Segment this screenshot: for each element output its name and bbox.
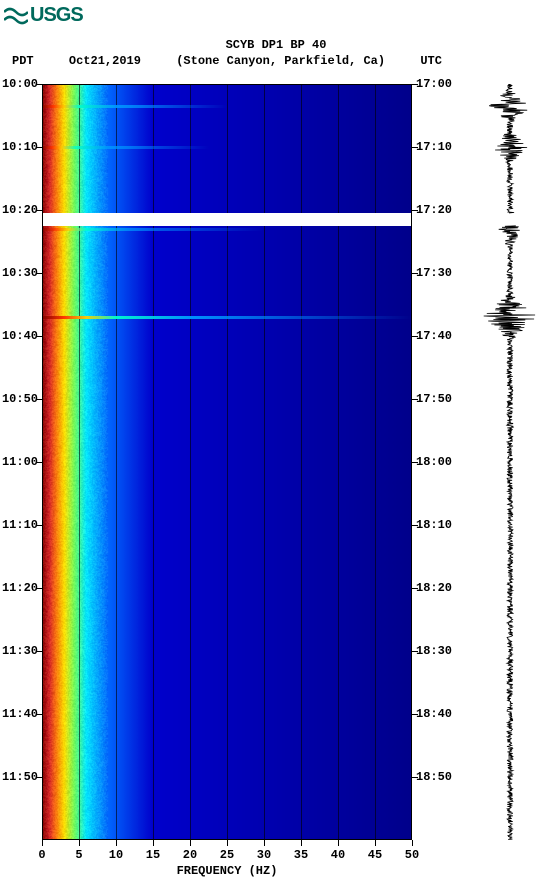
x-tick-label: 5 (75, 848, 82, 862)
y-right-label: 18:50 (416, 770, 452, 784)
y-right-label: 18:30 (416, 644, 452, 658)
data-gap (42, 213, 412, 226)
y-right-label: 18:20 (416, 581, 452, 595)
tz-left-label: PDT (12, 54, 34, 68)
x-tick-label: 0 (38, 848, 45, 862)
grid-line (338, 84, 339, 840)
x-tick-label: 50 (405, 848, 419, 862)
grid-line (227, 84, 228, 840)
y-left-label: 10:20 (2, 203, 38, 217)
y-left-label: 10:00 (2, 77, 38, 91)
usgs-logo: USGS (4, 4, 83, 27)
x-tick-label: 40 (331, 848, 345, 862)
date-label: Oct21,2019 (69, 54, 141, 68)
event-streak (42, 228, 264, 231)
y-right-label: 17:30 (416, 266, 452, 280)
y-right-label: 18:10 (416, 518, 452, 532)
y-left-label: 11:40 (2, 707, 38, 721)
location-label: (Stone Canyon, Parkfield, Ca) (176, 54, 385, 68)
tz-right-label: UTC (420, 54, 442, 68)
grid-line (264, 84, 265, 840)
y-left-label: 11:00 (2, 455, 38, 469)
grid-line (116, 84, 117, 840)
x-tick-label: 35 (294, 848, 308, 862)
y-left-label: 11:10 (2, 518, 38, 532)
y-left-label: 10:40 (2, 329, 38, 343)
y-right-label: 18:00 (416, 455, 452, 469)
event-streak (42, 316, 412, 319)
y-left-label: 11:50 (2, 770, 38, 784)
grid-line (153, 84, 154, 840)
grid-line (375, 84, 376, 840)
x-tick-label: 15 (146, 848, 160, 862)
grid-line (190, 84, 191, 840)
grid-line (301, 84, 302, 840)
event-streak (42, 105, 227, 108)
x-axis-title: FREQUENCY (HZ) (42, 864, 412, 878)
x-tick-label: 20 (183, 848, 197, 862)
y-left-label: 11:20 (2, 581, 38, 595)
wave-icon (4, 6, 28, 26)
x-tick-label: 25 (220, 848, 234, 862)
y-right-label: 18:40 (416, 707, 452, 721)
y-right-label: 17:20 (416, 203, 452, 217)
x-tick-label: 45 (368, 848, 382, 862)
y-left-label: 10:50 (2, 392, 38, 406)
grid-line (79, 84, 80, 840)
logo-text: USGS (30, 4, 83, 27)
y-left-label: 10:10 (2, 140, 38, 154)
y-left-label: 10:30 (2, 266, 38, 280)
y-right-label: 17:50 (416, 392, 452, 406)
spectrogram-plot: 10:0010:1010:2010:3010:4010:5011:0011:10… (42, 84, 412, 840)
y-right-label: 17:00 (416, 77, 452, 91)
chart-subtitle: PDT Oct21,2019 (Stone Canyon, Parkfield,… (12, 54, 442, 68)
y-right-label: 17:40 (416, 329, 452, 343)
x-tick-label: 10 (109, 848, 123, 862)
chart-title: SCYB DP1 BP 40 (0, 38, 552, 52)
seismogram-svg (480, 84, 540, 840)
event-streak (42, 146, 209, 149)
seismogram-trace (480, 84, 540, 840)
y-right-label: 17:10 (416, 140, 452, 154)
y-left-label: 11:30 (2, 644, 38, 658)
x-tick-label: 30 (257, 848, 271, 862)
